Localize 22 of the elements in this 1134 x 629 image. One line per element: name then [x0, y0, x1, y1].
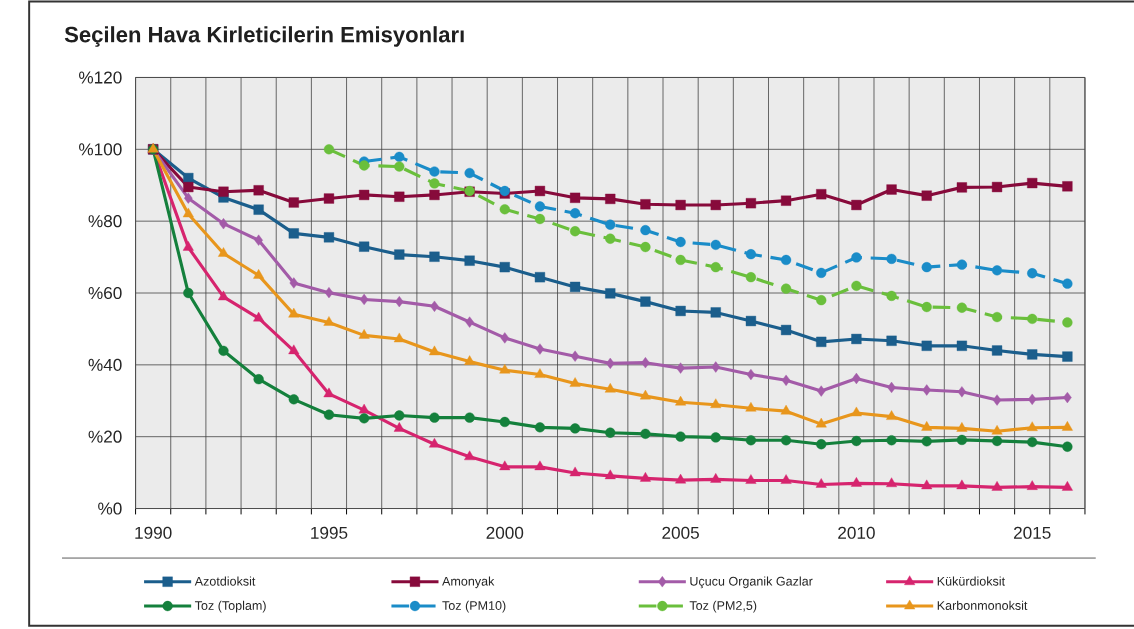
chart-title: Seçilen Hava Kirleticilerin Emisyonları: [64, 26, 464, 47]
x-tick-label: 2005: [662, 526, 699, 540]
x-tick-label: 1990: [135, 526, 172, 540]
legend-label: Karbonmonoksit: [937, 600, 1028, 611]
legend-label: Azotdioksit: [194, 576, 256, 586]
y-tick-label: %100: [79, 143, 122, 156]
y-tick-label: %120: [79, 71, 122, 84]
y-tick-label: %60: [88, 287, 122, 300]
legend-label: Amonyak: [442, 576, 495, 589]
legend-label: Toz (Toplam): [194, 600, 266, 613]
y-tick-label: %40: [88, 358, 122, 372]
legend-label: Kükürdioksit: [937, 576, 1006, 586]
y-tick-label: %0: [98, 502, 122, 515]
legend-label: Uçucu Organik Gazlar: [690, 576, 813, 589]
legend-label: Toz (PM10): [442, 600, 506, 613]
x-tick-label: 1995: [311, 526, 348, 540]
x-tick-label: 2000: [486, 526, 524, 540]
x-tick-label: 2010: [838, 526, 875, 540]
x-tick-label: 2015: [1013, 526, 1051, 540]
y-tick-label: %20: [88, 430, 122, 443]
legend-label: Toz (PM2,5): [689, 600, 757, 613]
y-tick-label: %80: [88, 215, 122, 228]
